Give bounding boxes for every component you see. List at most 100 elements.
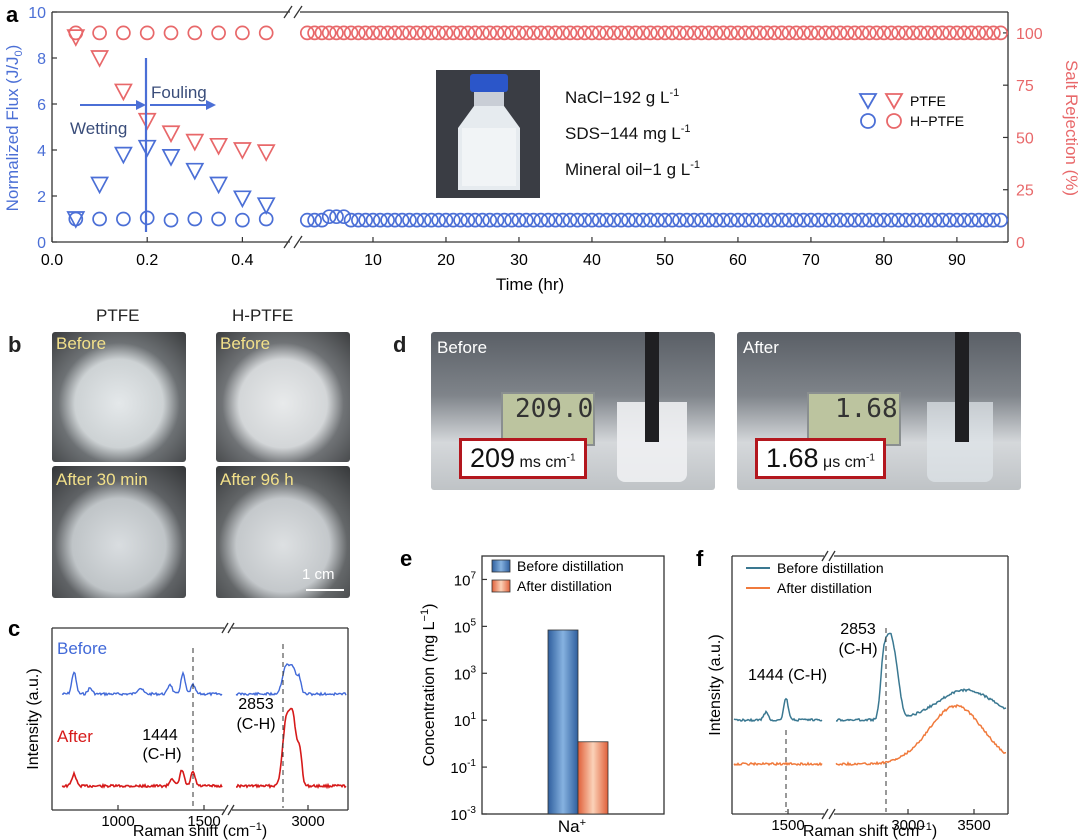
h-ptfe-rejection-point (431, 25, 447, 41)
h-ptfe-rejection-point (788, 25, 804, 41)
h-ptfe-rejection-point (869, 25, 884, 41)
label-after: After (57, 727, 93, 746)
y-tick-label: 4 (37, 143, 46, 160)
peak-2853-value: 2853 (840, 621, 876, 638)
h-ptfe-rejection-point (730, 25, 746, 41)
h-ptfe-rejection-point (767, 25, 782, 41)
h-ptfe-flux-point (723, 212, 738, 228)
h-ptfe-flux-point (577, 212, 593, 228)
h-ptfe-flux-point (621, 212, 636, 228)
h-ptfe-flux-point (372, 212, 388, 228)
h-ptfe-flux-point (810, 212, 826, 228)
h-ptfe-flux-point (986, 212, 1001, 228)
h-ptfe-flux-point (854, 212, 870, 228)
x-axis-label: Raman shift (cm−1) (133, 821, 267, 840)
h-ptfe-flux-point (497, 212, 512, 228)
peak-2853-assign: (C-H) (838, 641, 877, 658)
fouling-label: Fouling (151, 83, 207, 102)
h-ptfe-flux-point (774, 212, 790, 228)
h-ptfe-flux-point (258, 211, 274, 227)
h-ptfe-rejection-point (920, 25, 936, 41)
conductivity-after: 1.68 μs cm-1 (755, 438, 886, 479)
legend-f: Before distillation After distillation (746, 560, 884, 596)
h-ptfe-rejection-point (533, 25, 549, 41)
x-tick-label: 90 (948, 252, 966, 269)
legend-before-swatch (491, 559, 511, 573)
h-ptfe-flux-point (606, 212, 622, 228)
h-ptfe-flux-point (898, 212, 914, 228)
label-after-ptfe: After 30 min (56, 470, 148, 489)
label-before-hptfe: Before (220, 334, 271, 353)
h-ptfe-flux-point (445, 212, 461, 228)
h-ptfe-rejection-point (781, 25, 797, 41)
h-ptfe-flux-point (460, 212, 476, 228)
h-ptfe-flux-point (453, 212, 468, 228)
axis-ticks: 1500 3000 3500 (771, 809, 991, 834)
h-ptfe-flux-point (511, 212, 527, 228)
panel-label-c: c (8, 616, 20, 641)
h-ptfe-flux-point (211, 211, 226, 227)
y-axis-label-left: Normalized Flux (J/J0) (3, 45, 25, 212)
ptfe-flux-point (185, 162, 205, 181)
h-ptfe-flux-point (365, 212, 381, 228)
h-ptfe-rejection-point (774, 25, 790, 41)
h-ptfe-rejection-point (475, 25, 490, 41)
h-ptfe-rejection-point (562, 25, 578, 41)
h-ptfe-flux-point (825, 212, 841, 228)
h-ptfe-rejection-point (759, 25, 775, 41)
h-ptfe-flux-point (796, 212, 811, 228)
h-ptfe-flux-point (635, 212, 651, 228)
h-ptfe-flux-point (314, 212, 330, 228)
h-ptfe-flux-point (956, 212, 972, 228)
legend-ptfe-red-marker (884, 93, 904, 110)
h-ptfe-flux-point (533, 212, 549, 228)
col-title-ptfe: PTFE (96, 306, 140, 325)
legend-ptfe: PTFE (910, 93, 946, 109)
h-ptfe-rejection-point (737, 25, 753, 41)
y-axis-label: Concentration (mg L−1) (419, 604, 438, 767)
ptfe-rejection-point (256, 144, 276, 162)
wetting-fouling-annotation: Wetting Fouling (70, 58, 216, 232)
h-ptfe-flux-point (730, 212, 746, 228)
h-ptfe-flux-point (876, 212, 892, 228)
ptfe-flux-point (209, 176, 229, 195)
panel-f-chart: f 1500 3000 3500 Before distillation After… (696, 546, 1009, 840)
x-tick-label: 40 (583, 252, 601, 269)
h-ptfe-flux-point (737, 212, 753, 228)
before-spectrum (61, 663, 347, 697)
h-ptfe-flux-point (847, 212, 863, 228)
h-ptfe-rejection-point (701, 25, 717, 41)
bar-before-distillation (547, 629, 579, 815)
h-ptfe-rejection-point (387, 25, 403, 41)
x-tick-label: 3000 (291, 813, 324, 830)
y-tick-label: 0 (37, 235, 46, 252)
h-ptfe-flux-point (927, 212, 943, 228)
h-ptfe-flux-point (978, 212, 994, 228)
x-tick-label: 0.0 (41, 252, 63, 269)
x-tick-label: 1500 (771, 817, 804, 834)
h-ptfe-flux-point (394, 212, 410, 228)
y-tick-label: 10 (28, 5, 46, 22)
y-tick-label: 107 (454, 570, 477, 589)
h-ptfe-flux-point (767, 212, 782, 228)
conductivity-before: 209 ms cm-1 (459, 438, 587, 479)
panel-e-chart: e 107 105 103 101 10-1 10-3 Before distillati… (400, 546, 665, 836)
panel-label-d: d (393, 332, 407, 357)
legend-before: Before distillation (517, 558, 624, 574)
h-ptfe-flux-point (643, 212, 658, 228)
legend-ptfe-blue-marker (858, 93, 878, 110)
h-ptfe-flux-point (92, 211, 107, 227)
h-ptfe-rejection-point (686, 25, 702, 41)
h-ptfe-flux-point (402, 212, 417, 228)
h-ptfe-flux-point (701, 212, 717, 228)
h-ptfe-rejection-point (803, 25, 819, 41)
peak-1444-value: 1444 (142, 727, 178, 744)
h-ptfe-flux-point (336, 209, 352, 225)
h-ptfe-rejection-point (358, 25, 374, 41)
h-ptfe-flux-point (163, 212, 179, 228)
legend-before: Before distillation (777, 560, 884, 576)
h-ptfe-rejection-point (942, 25, 957, 41)
h-ptfe-flux-point (715, 212, 731, 228)
